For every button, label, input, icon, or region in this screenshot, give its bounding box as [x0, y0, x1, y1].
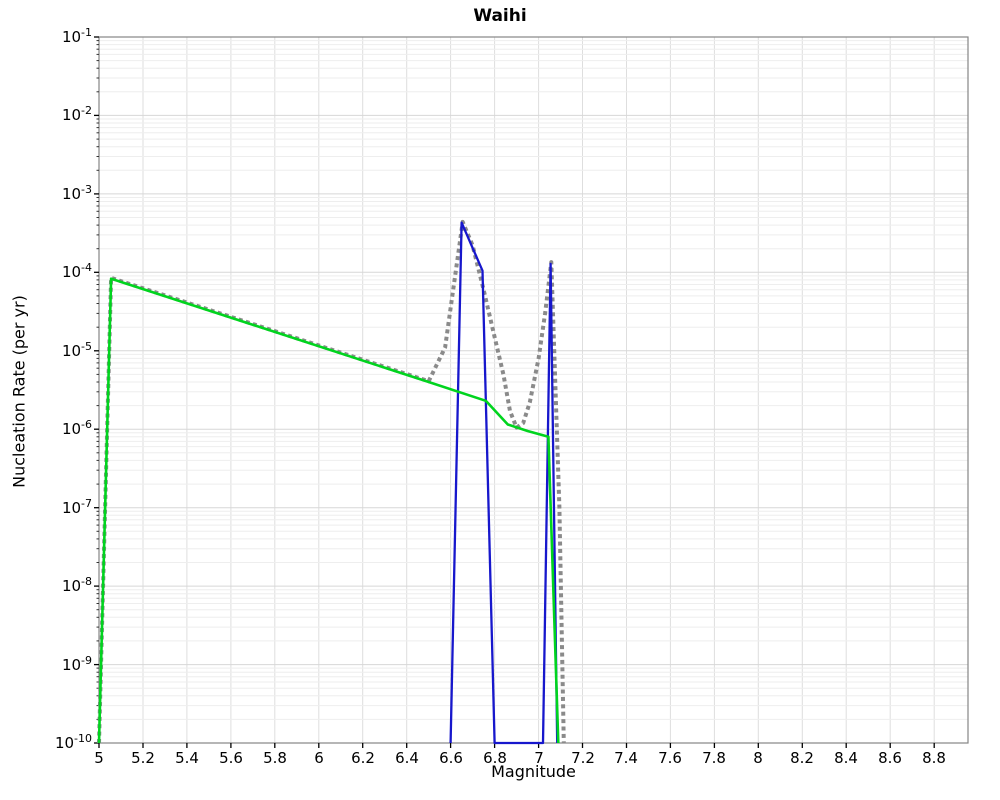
x-tick-label: 8.2	[790, 749, 814, 767]
x-tick-label: 8.6	[878, 749, 902, 767]
x-tick-label: 6.4	[395, 749, 419, 767]
x-tick-label: 5	[94, 749, 104, 767]
x-tick-label: 6	[314, 749, 324, 767]
chart-title: Waihi	[473, 6, 527, 26]
x-axis-title: Magnitude	[491, 762, 576, 781]
y-tick-label: 10-2	[61, 104, 92, 124]
x-tick-label: 7.4	[614, 749, 638, 767]
x-tick-label: 6.2	[351, 749, 375, 767]
x-tick-label: 6.6	[439, 749, 463, 767]
y-axis-title: Nucleation Rate (per yr)	[9, 295, 29, 488]
x-tick-label: 5.6	[219, 749, 243, 767]
x-tick-label: 7	[534, 749, 544, 767]
plot-border	[98, 36, 969, 744]
y-tick-label: 10-3	[61, 183, 92, 203]
x-tick-label: 5.8	[263, 749, 287, 767]
x-tick-label: 5.2	[131, 749, 155, 767]
x-tick-label: 7.2	[571, 749, 595, 767]
x-tick-label: 8.8	[922, 749, 946, 767]
y-tick-label: 10-7	[61, 497, 92, 517]
y-tick-label: 10-9	[61, 654, 92, 674]
y-tick-label: 10-1	[61, 26, 92, 46]
x-tick-label: 8.4	[834, 749, 858, 767]
x-tick-label: 5.4	[175, 749, 199, 767]
x-tick-label: 8	[753, 749, 763, 767]
y-tick-label: 10-10	[54, 732, 92, 752]
series-sub-seismogenic-rate-green	[97, 277, 560, 744]
y-tick-label: 10-4	[61, 261, 92, 281]
x-tick-label: 6.8	[483, 749, 507, 767]
series-characteristic-rate-blue	[449, 221, 559, 745]
x-tick-label: 7.6	[658, 749, 682, 767]
x-tick-label: 7.8	[702, 749, 726, 767]
y-tick-label: 10-8	[61, 575, 92, 595]
y-tick-label: 10-6	[61, 418, 92, 438]
y-tick-label: 10-5	[61, 340, 92, 360]
